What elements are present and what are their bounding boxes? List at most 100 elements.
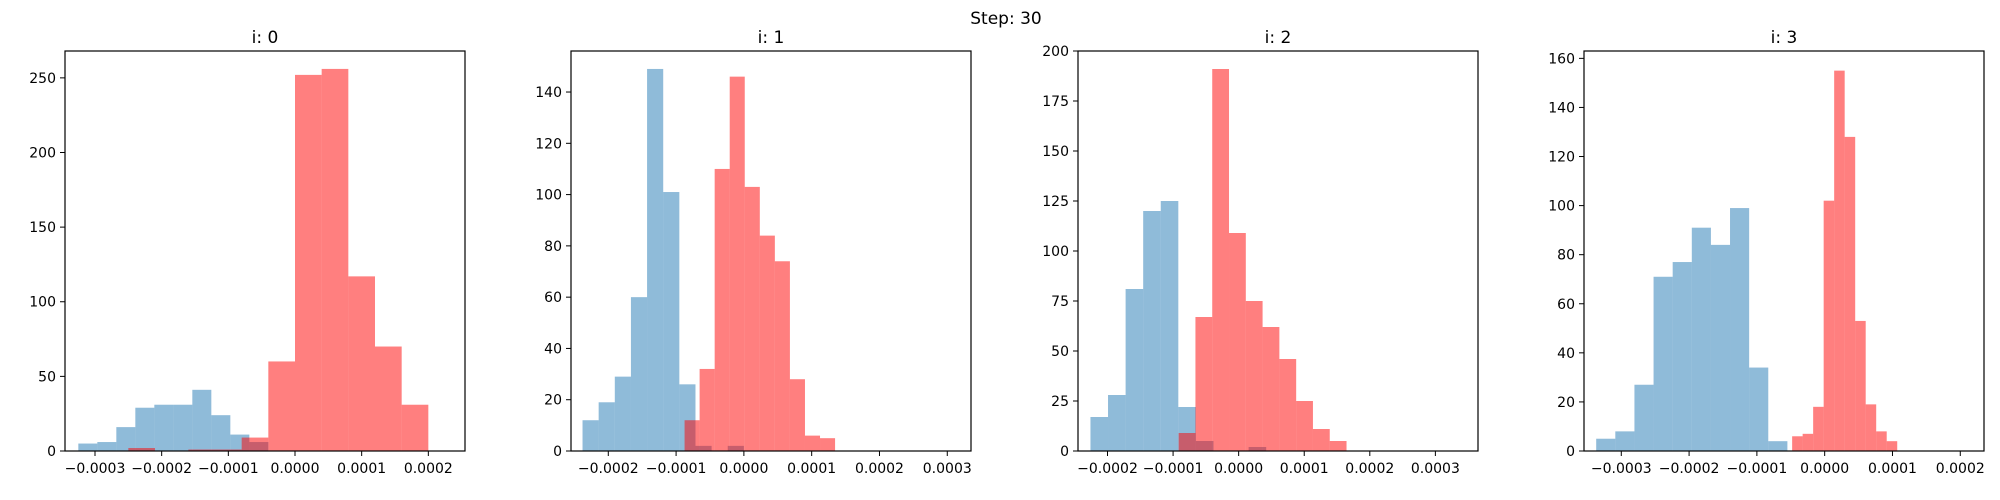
y-tick-label: 0 <box>47 444 56 460</box>
x-tick-label: 0.0002 <box>855 461 904 477</box>
red-bar <box>1195 317 1213 451</box>
blue-bar <box>1634 384 1654 451</box>
y-tick-label: 250 <box>29 71 56 87</box>
red-bar <box>268 361 295 451</box>
red-bar <box>1229 233 1246 451</box>
y-tick-label: 20 <box>1557 395 1575 411</box>
x-tick-label: −0.0003 <box>65 461 126 477</box>
x-tick-label: 0.0000 <box>1800 461 1849 477</box>
x-tick-label: −0.0001 <box>1143 461 1204 477</box>
red-bar <box>1792 436 1803 451</box>
red-bar <box>1844 136 1856 451</box>
red-bar <box>714 168 730 451</box>
panel-title: i: 3 <box>1771 28 1798 48</box>
blue-bar <box>1672 262 1692 451</box>
x-tick-label: 0.0003 <box>923 461 972 477</box>
x-tick-label: 0.0002 <box>1936 461 1985 477</box>
y-tick-label: 100 <box>535 188 562 204</box>
blue-bar <box>582 420 599 451</box>
red-bar <box>348 276 375 451</box>
panel-title: i: 1 <box>758 28 785 48</box>
blue-bar <box>1710 244 1731 451</box>
y-tick-label: 140 <box>1548 100 1575 116</box>
blue-bar <box>1143 211 1161 451</box>
y-tick-label: 0 <box>553 444 562 460</box>
y-tick-label: 125 <box>1042 194 1069 210</box>
red-bar <box>804 435 821 451</box>
y-tick-label: 160 <box>1548 51 1575 67</box>
blue-bar <box>192 389 212 451</box>
red-bar <box>1279 359 1297 451</box>
x-tick-label: −0.0002 <box>1077 461 1138 477</box>
red-bar <box>744 186 760 451</box>
x-tick-label: 0.0001 <box>1280 461 1329 477</box>
red-bar <box>1823 200 1835 451</box>
blue-bar <box>1730 208 1750 451</box>
red-bar <box>321 68 349 451</box>
y-tick-label: 175 <box>1042 94 1069 110</box>
y-tick-label: 150 <box>1042 144 1069 160</box>
blue-bar <box>78 443 98 451</box>
histogram-panel: −0.0002 −0.0001 0.0000 0.0001 0.0002 0.0003 0 2… <box>1042 28 1479 477</box>
red-bar <box>1865 404 1877 451</box>
red-bar <box>759 235 775 451</box>
red-bar <box>774 261 790 451</box>
bars <box>1596 70 1898 451</box>
blue-bar <box>614 376 631 451</box>
axes-frame <box>64 50 466 452</box>
axes-frame <box>570 50 972 452</box>
axes-frame <box>1583 50 1985 452</box>
panel-title: i: 0 <box>252 28 279 48</box>
blue-bar <box>1596 438 1616 451</box>
y-tick-label: 200 <box>29 145 56 161</box>
x-tick-label: 0.0001 <box>787 461 836 477</box>
red-bar <box>1212 69 1230 451</box>
red-bar <box>295 74 322 451</box>
y-tick-label: 40 <box>1557 346 1575 362</box>
red-bar <box>1802 433 1814 451</box>
x-tick-label: −0.0002 <box>578 461 639 477</box>
red-bar <box>1813 406 1824 451</box>
blue-bar <box>647 68 664 451</box>
x-tick-label: 0.0002 <box>404 461 453 477</box>
red-bar <box>1312 429 1330 451</box>
y-tick-label: 50 <box>38 369 56 385</box>
x-tick-label: −0.0002 <box>1659 461 1720 477</box>
figure-suptitle: Step: 30 <box>970 9 1041 29</box>
red-bar <box>1262 327 1280 451</box>
blue-bar <box>211 415 231 451</box>
blue-bar <box>1160 201 1179 451</box>
blue-bar <box>1691 227 1711 451</box>
y-tick-label: 40 <box>544 341 562 357</box>
blue-bar <box>1653 276 1673 451</box>
red-bar <box>1178 433 1196 451</box>
blue-bar <box>97 442 117 451</box>
red-bar <box>789 379 805 451</box>
y-tick-label: 200 <box>1042 44 1069 60</box>
red-bar <box>699 368 715 451</box>
x-tick-label: −0.0001 <box>1727 461 1788 477</box>
red-bar <box>1245 301 1263 451</box>
red-bar <box>128 448 155 451</box>
y-tick-label: 60 <box>1557 297 1575 313</box>
red-bar <box>188 449 215 451</box>
x-tick-label: 0.0000 <box>719 461 768 477</box>
y-tick-label: 20 <box>544 393 562 409</box>
x-tick-label: 0.0001 <box>1868 461 1917 477</box>
bars <box>78 68 429 451</box>
x-tick-label: 0.0003 <box>1411 461 1460 477</box>
blue-bar <box>1768 441 1788 451</box>
y-tick-label: 100 <box>1548 199 1575 215</box>
histogram-panel: −0.0002 −0.0001 0.0000 0.0001 0.0002 0.0003 0 2… <box>535 28 972 477</box>
x-tick-label: −0.0002 <box>131 461 192 477</box>
blue-bar <box>1090 417 1109 451</box>
red-bar <box>1296 401 1313 451</box>
blue-bar <box>1615 431 1635 451</box>
y-tick-label: 60 <box>544 290 562 306</box>
y-tick-label: 150 <box>29 220 56 236</box>
x-tick-label: −0.0003 <box>1591 461 1652 477</box>
bars <box>582 68 836 451</box>
red-bar <box>1329 441 1347 451</box>
x-tick-label: 0.0001 <box>337 461 386 477</box>
y-tick-label: 100 <box>1042 244 1069 260</box>
